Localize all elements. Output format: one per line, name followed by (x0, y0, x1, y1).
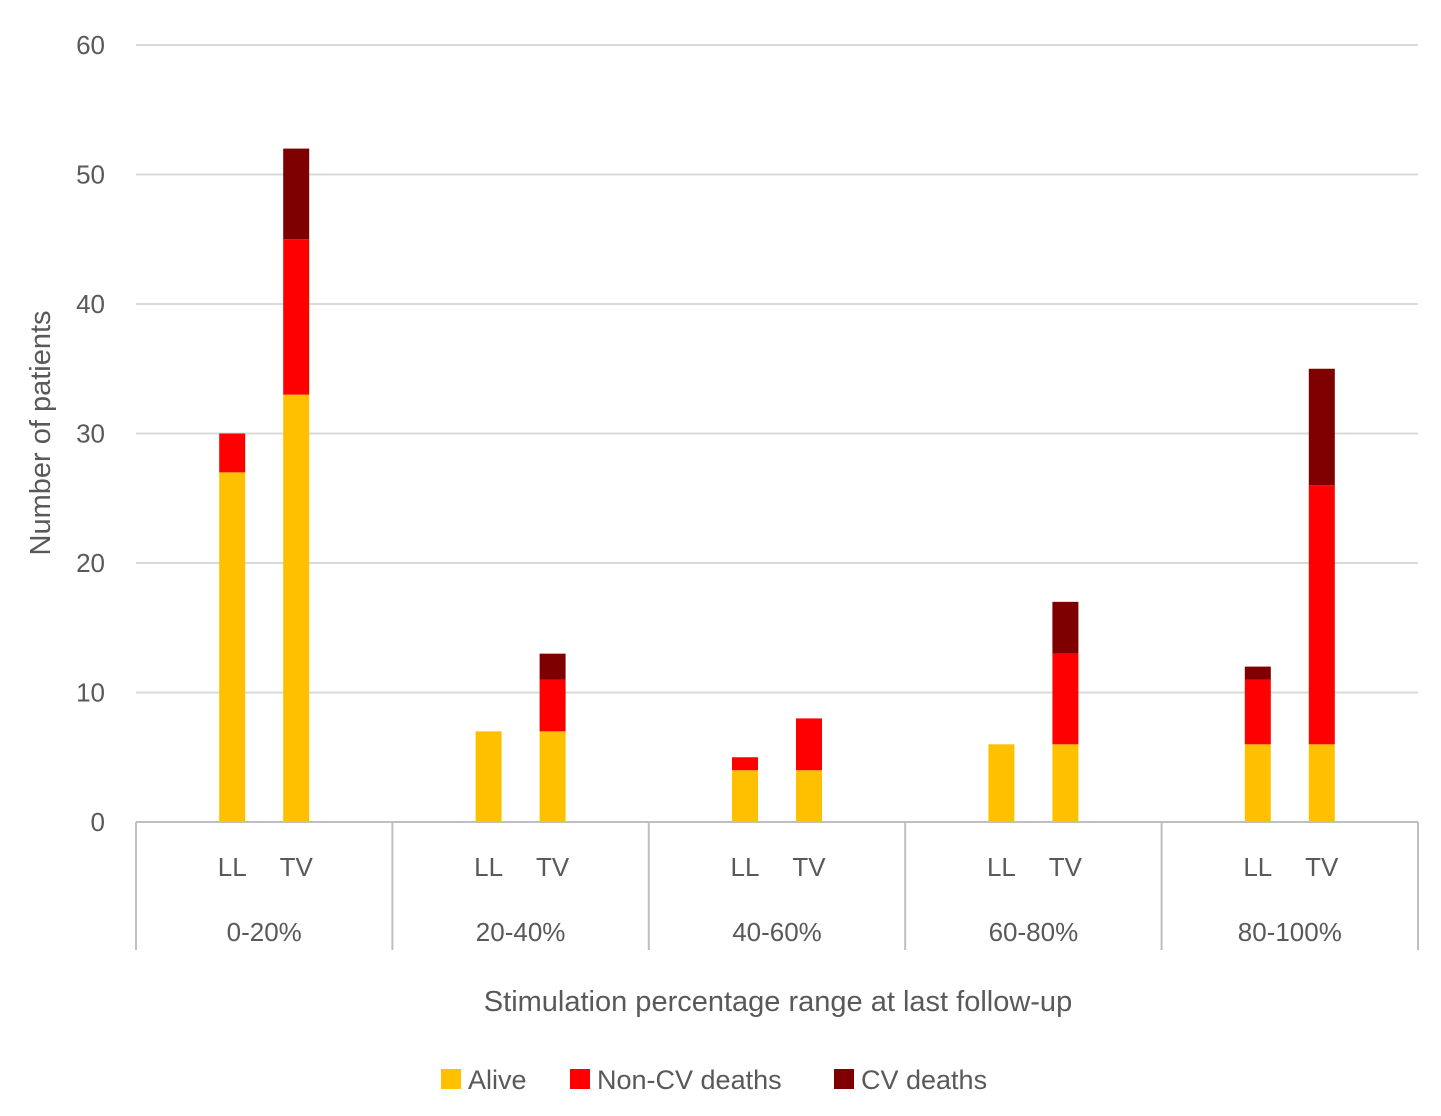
bar-segment-cv-deaths (1308, 368, 1335, 486)
y-axis-title: Number of patients (25, 310, 57, 555)
bar-segment-cv-deaths (1052, 601, 1079, 654)
x-subcategory-label: TV (792, 852, 826, 882)
bar-segment-alive (796, 770, 822, 822)
bar-segment-alive (475, 731, 502, 822)
legend-item: Non-CV deaths (570, 1065, 782, 1095)
y-tick-label: 10 (76, 678, 105, 708)
bar-segment-alive (1052, 744, 1079, 822)
bar-segment-alive (283, 394, 310, 822)
x-group-label: 80-100% (1238, 917, 1342, 947)
bar-segment-non-cv-deaths (539, 679, 566, 732)
x-axis-frame (135, 821, 1419, 950)
bars (219, 148, 1335, 822)
legend-label: CV deaths (861, 1065, 987, 1095)
legend: Alive Non-CV deaths CV deaths (441, 1065, 987, 1095)
y-tick-label: 30 (76, 419, 105, 449)
x-subcategory-label: TV (280, 852, 314, 882)
bar-segment-alive (732, 770, 758, 822)
legend-item: Alive (441, 1065, 527, 1095)
bar-segment-non-cv-deaths (1244, 679, 1271, 745)
x-group-label: 20-40% (476, 917, 566, 947)
bar-segment-alive (219, 472, 246, 822)
x-subcategory-label: LL (474, 852, 503, 882)
y-tick-label: 50 (76, 160, 105, 190)
x-subcategory-label: LL (731, 852, 760, 882)
bar-segment-alive (1308, 744, 1335, 822)
bar-segment-non-cv-deaths (732, 757, 758, 771)
x-axis-tick-labels: LL TV 0-20% LL TV 20-40% LL TV 40-60% LL TV 60-80% L… (218, 852, 1342, 947)
legend-label: Non-CV deaths (597, 1065, 782, 1095)
x-subcategory-label: TV (1049, 852, 1083, 882)
x-group-label: 0-20% (227, 917, 302, 947)
y-axis-tick-labels: 0 10 20 30 40 50 60 (76, 30, 105, 837)
bar-segment-alive (988, 744, 1015, 822)
legend-item: CV deaths (834, 1065, 987, 1095)
bar-segment-non-cv-deaths (1052, 653, 1079, 745)
bar-segment-alive (1244, 744, 1271, 822)
bar-segment-non-cv-deaths (283, 239, 310, 395)
bar-segment-cv-deaths (1244, 666, 1271, 680)
x-group-label: 40-60% (732, 917, 822, 947)
x-group-label: 60-80% (989, 917, 1079, 947)
y-tick-label: 20 (76, 548, 105, 578)
bar-segment-non-cv-deaths (1308, 485, 1335, 745)
bar-segment-non-cv-deaths (219, 433, 246, 473)
y-tick-label: 40 (76, 289, 105, 319)
bar-segment-cv-deaths (283, 148, 310, 240)
x-subcategory-label: LL (218, 852, 247, 882)
x-axis-title: Stimulation percentage range at last fol… (484, 986, 1072, 1018)
bar-segment-alive (539, 731, 566, 822)
y-tick-label: 0 (91, 807, 105, 837)
bar-segment-non-cv-deaths (796, 718, 822, 771)
gridlines (136, 44, 1418, 694)
legend-swatch (441, 1069, 461, 1089)
bar-segment-cv-deaths (539, 653, 566, 680)
x-subcategory-label: LL (1243, 852, 1272, 882)
x-subcategory-label: LL (987, 852, 1016, 882)
x-subcategory-label: TV (536, 852, 570, 882)
legend-swatch (570, 1069, 590, 1089)
legend-label: Alive (468, 1065, 527, 1095)
y-tick-label: 60 (76, 30, 105, 60)
legend-swatch (834, 1069, 854, 1089)
x-subcategory-label: TV (1305, 852, 1339, 882)
